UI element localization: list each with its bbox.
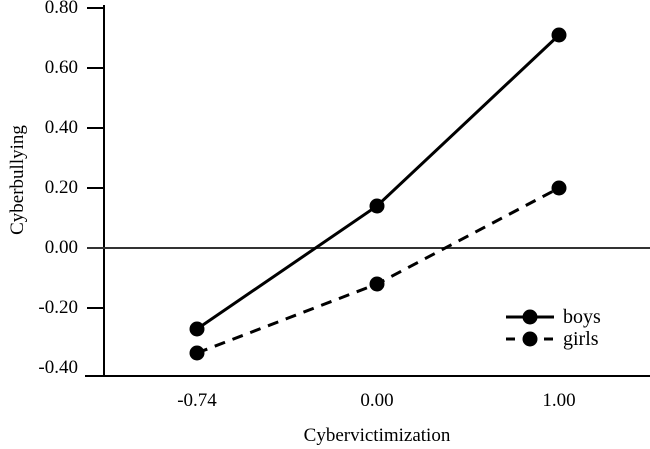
y-axis-title: Cyberbullying [7, 125, 28, 235]
girls-point-0 [189, 345, 205, 361]
legend-label-boys: boys [563, 306, 601, 328]
boys-point-1 [369, 198, 385, 214]
x-tick-label-1: 0.00 [360, 390, 394, 411]
y-tick-label-1: 0.60 [44, 57, 78, 78]
girls-point-2 [551, 180, 567, 196]
y-tick-label-2: 0.40 [44, 117, 78, 138]
girls-line-sample-icon [506, 331, 554, 347]
y-tick-label-3: 0.20 [44, 177, 78, 198]
girls-sample-marker [522, 331, 538, 347]
x-axis-title: Cybervictimization [303, 425, 451, 446]
y-tick-label-0: 0.80 [44, 0, 78, 18]
y-tick-label-5: -0.20 [38, 297, 78, 318]
boys-line-sample-icon [506, 309, 554, 325]
legend-label-girls: girls [563, 328, 599, 350]
x-tick-label-0: -0.74 [177, 390, 217, 411]
boys-sample-marker [522, 309, 538, 325]
boys-point-0 [189, 321, 205, 337]
legend: boys girls [505, 306, 601, 350]
legend-item-girls: girls [505, 328, 601, 350]
boys-point-2 [551, 27, 567, 43]
y-tick-label-4: 0.00 [44, 237, 78, 258]
girls-point-1 [369, 276, 385, 292]
y-tick-label-6: -0.40 [38, 357, 78, 378]
x-tick-label-2: 1.00 [542, 390, 576, 411]
legend-item-boys: boys [505, 306, 601, 328]
